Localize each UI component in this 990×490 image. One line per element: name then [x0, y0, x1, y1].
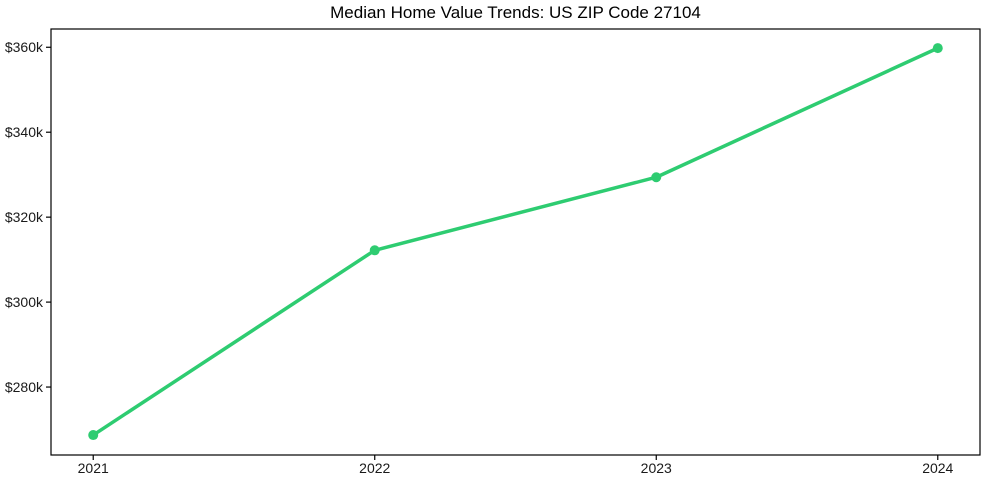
chart-title: Median Home Value Trends: US ZIP Code 27… [330, 3, 701, 22]
data-point-marker [651, 172, 662, 183]
y-tick-label: $340k [5, 124, 44, 140]
data-point-marker [932, 43, 943, 54]
trend-line [91, 46, 940, 437]
data-point-marker [88, 430, 99, 441]
x-tick-label: 2023 [641, 460, 672, 476]
x-tick-label: 2024 [922, 460, 953, 476]
data-point-marker [369, 245, 380, 256]
y-tick-label: $320k [5, 209, 44, 225]
x-tick-label: 2022 [359, 460, 390, 476]
x-tick-label: 2021 [78, 460, 109, 476]
y-tick-label: $360k [5, 39, 44, 55]
y-tick-label: $280k [5, 379, 44, 395]
y-tick-label: $300k [5, 294, 44, 310]
